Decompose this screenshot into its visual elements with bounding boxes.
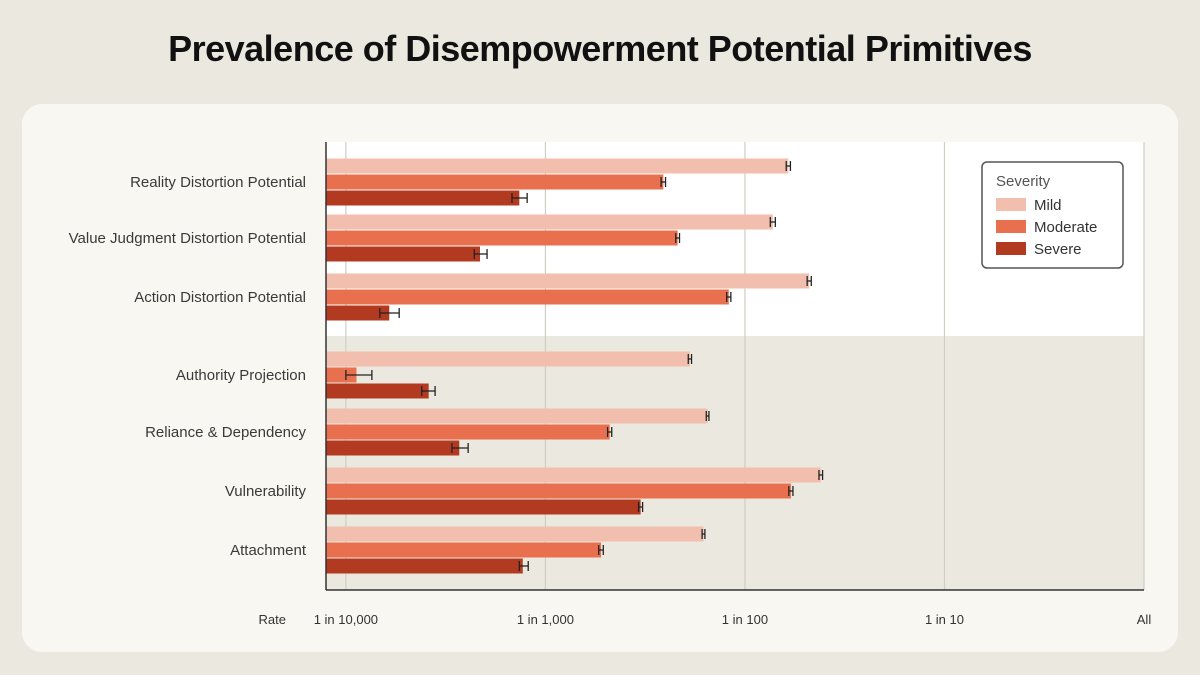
bar-mild: [326, 408, 708, 424]
category-label: Reliance & Dependency: [145, 424, 306, 441]
bar-mild: [326, 351, 690, 367]
x-tick-label: 1 in 100: [722, 612, 768, 627]
bar-mild: [326, 467, 821, 483]
legend-label-mild: Mild: [1034, 197, 1062, 214]
x-tick-label: 1 in 10,000: [314, 612, 378, 627]
chart-svg: 1 in 10,000 1 in 1,000 1 in 100 1 in 10 All R…: [69, 142, 1152, 627]
bar-mild: [326, 214, 773, 230]
bar-severe: [326, 190, 520, 206]
legend-label-moderate: Moderate: [1034, 219, 1097, 236]
legend-swatch-mild: [996, 198, 1026, 211]
category-label: Action Distortion Potential: [134, 289, 306, 306]
category-label: Value Judgment Distortion Potential: [69, 230, 306, 247]
x-tick-label: 1 in 10: [925, 612, 964, 627]
legend-label-severe: Severe: [1034, 241, 1082, 258]
legend-swatch-moderate: [996, 220, 1026, 233]
bar-severe: [326, 499, 641, 515]
bar-severe: [326, 558, 523, 574]
bar-moderate: [326, 174, 664, 190]
bar-moderate: [326, 230, 678, 246]
bar-severe: [326, 440, 460, 456]
bar-mild: [326, 273, 810, 289]
bar-severe: [326, 383, 429, 399]
legend-box: [981, 161, 1124, 269]
bar-severe: [326, 246, 480, 262]
bar-mild: [326, 158, 789, 174]
legend-title: Severity: [996, 173, 1051, 190]
bar-moderate: [326, 542, 602, 558]
bar-moderate: [326, 289, 729, 305]
chart-title: Prevalence of Disempowerment Potential P…: [168, 28, 1032, 69]
bar-moderate: [326, 424, 610, 440]
chart-card: 1 in 10,000 1 in 1,000 1 in 100 1 in 10 All R…: [22, 104, 1178, 652]
x-tick-label: All: [1137, 612, 1152, 627]
x-tick-label: 1 in 1,000: [517, 612, 574, 627]
bar-moderate: [326, 367, 357, 383]
x-axis-label: Rate: [259, 612, 286, 627]
bar-severe: [326, 305, 390, 321]
category-label: Reality Distortion Potential: [130, 174, 306, 191]
category-label: Vulnerability: [225, 483, 307, 500]
bar-mild: [326, 526, 704, 542]
bar-moderate: [326, 483, 791, 499]
category-label: Authority Projection: [176, 367, 306, 384]
category-label: Attachment: [230, 542, 307, 559]
legend-swatch-severe: [996, 242, 1026, 255]
